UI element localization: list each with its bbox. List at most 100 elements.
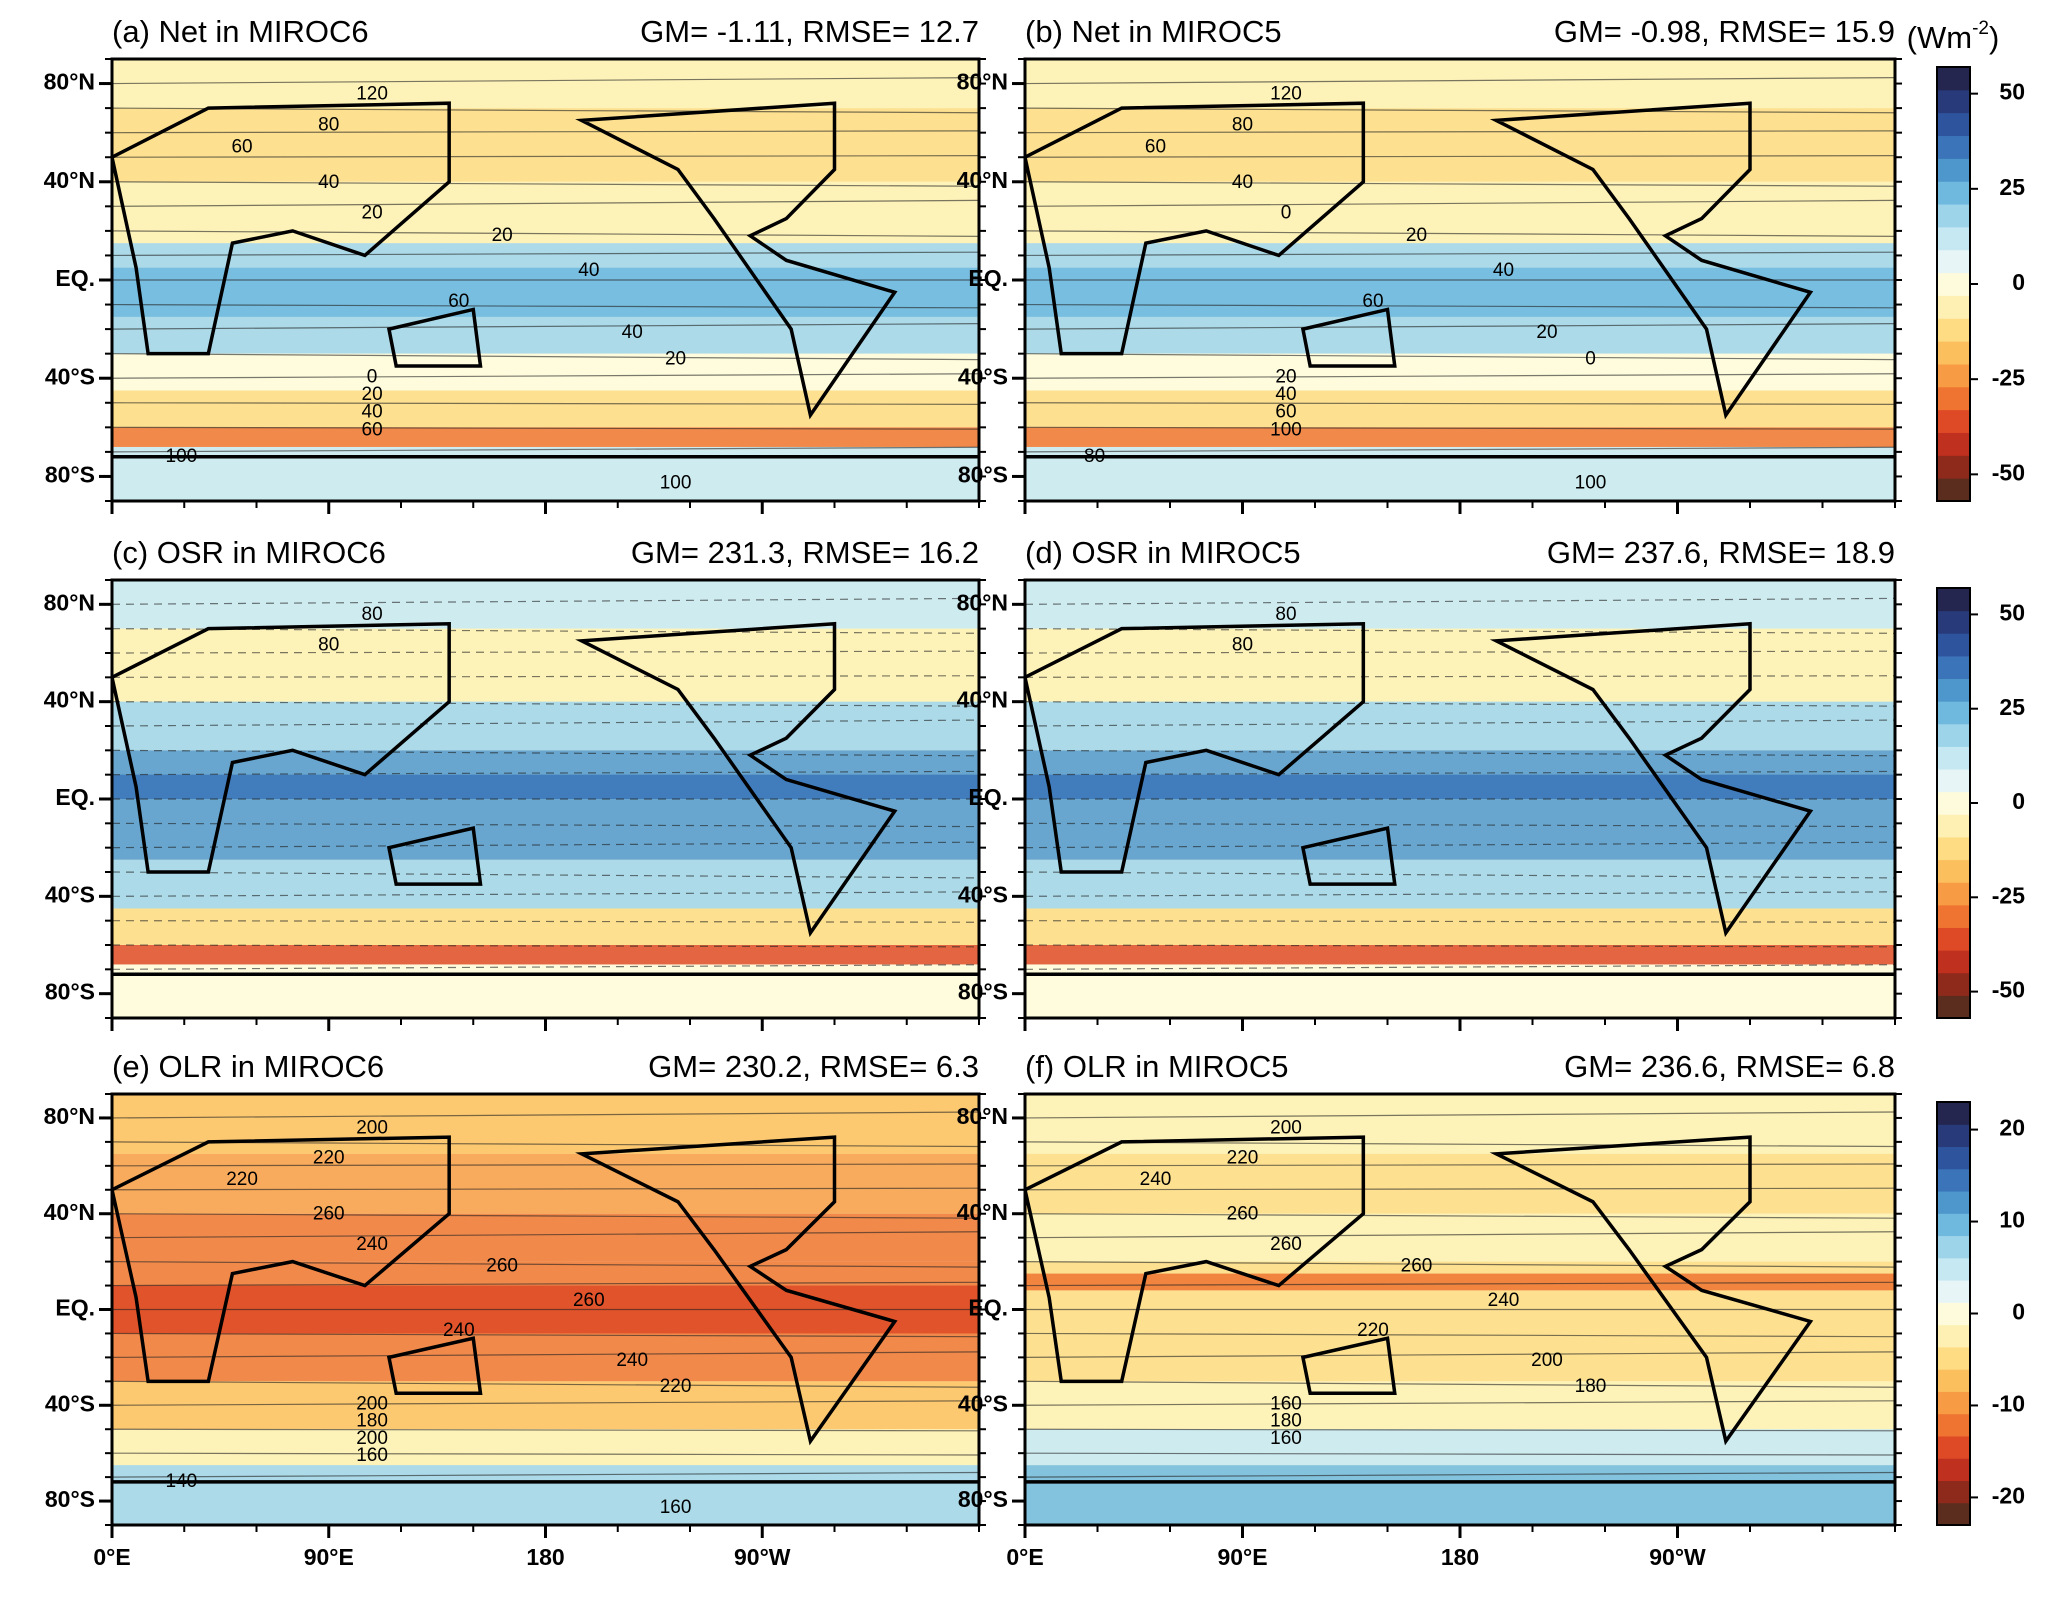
contour — [112, 1428, 979, 1432]
contour — [1025, 1213, 1895, 1219]
lon-tick-label: 180 — [1441, 1544, 1479, 1570]
lat-tick-label: EQ. — [968, 784, 1008, 810]
colorbar-swatch — [1937, 791, 1970, 815]
contour-label: 40 — [1275, 384, 1296, 405]
map-shade — [1025, 1465, 1895, 1525]
contour-label: 260 — [573, 1290, 605, 1311]
contour — [112, 181, 979, 187]
contour — [1025, 964, 1895, 970]
colorbar-swatch — [1937, 386, 1970, 411]
contour — [1025, 1111, 1895, 1119]
contour — [1025, 1332, 1895, 1338]
lat-tick-label: EQ. — [55, 1295, 95, 1321]
contour — [112, 353, 979, 361]
contour-label: 160 — [1270, 1428, 1302, 1449]
contour-label: 160 — [356, 1445, 388, 1466]
lat-tick-label: 80°N — [957, 1103, 1008, 1129]
lat-tick-label: 40°S — [45, 1390, 95, 1416]
colorbar-tick-label: 0 — [2012, 788, 2025, 814]
contour — [1025, 353, 1895, 361]
lat-tick-label: 80°S — [958, 1486, 1008, 1512]
contour-label: 200 — [1270, 1117, 1302, 1138]
contour-label: 80 — [318, 114, 339, 135]
contour-label: 200 — [356, 1428, 388, 1449]
contour-label: 260 — [1227, 1204, 1259, 1225]
contour-label: 200 — [1531, 1350, 1563, 1371]
contour-label: 160 — [660, 1497, 692, 1518]
contour-label: 240 — [443, 1320, 475, 1341]
colorbar-swatch — [1937, 769, 1970, 793]
contour-label: 160 — [1270, 1393, 1302, 1414]
lat-tick-label: 80°S — [45, 462, 95, 488]
contour-label: 0 — [367, 366, 378, 387]
contour-label: 20 — [1536, 322, 1557, 343]
contour-label: 20 — [665, 349, 686, 370]
contour — [1025, 650, 1895, 654]
panel-stats: GM= -0.98, RMSE= 15.9 — [1554, 14, 1895, 49]
colorbar-swatch — [1937, 89, 1970, 114]
map-shade — [112, 353, 979, 391]
contour — [1025, 1351, 1895, 1358]
lat-tick-label: 80°N — [957, 589, 1008, 615]
contour — [1025, 871, 1895, 879]
lat-tick-label: 40°S — [45, 881, 95, 907]
colorbar-swatch — [1937, 1168, 1970, 1192]
contour-label: 200 — [356, 1393, 388, 1414]
map-shade — [1025, 1429, 1895, 1466]
colorbar-swatch — [1937, 1191, 1970, 1214]
contour-label: 180 — [1575, 1376, 1607, 1397]
map-panel: 80 80 (d) OSR in MIROC5 GM= 237.6, RMSE= 18… — [957, 535, 1902, 1031]
contour-label: 40 — [362, 402, 383, 423]
map-shade — [1025, 59, 1895, 109]
contour — [112, 373, 979, 379]
contour — [112, 1213, 979, 1219]
lon-tick-label: 90°E — [304, 1544, 354, 1570]
map-panel: 200220240260260260240220200180160180160(… — [957, 1049, 1902, 1570]
contour-label: 140 — [166, 1471, 198, 1492]
map-panel: 80 80 (c) OSR in MIROC6 GM= 231.3, RMSE= 16… — [44, 535, 986, 1031]
colorbar-swatch — [1937, 610, 1970, 634]
map-shade — [112, 908, 979, 945]
colorbar-tick-label: 20 — [1999, 1115, 2025, 1141]
contour-label: 60 — [1275, 402, 1296, 423]
map-shade — [112, 580, 979, 629]
contour-label: 240 — [356, 1234, 388, 1255]
colorbar-swatch — [1937, 226, 1970, 251]
colorbar-swatch — [1937, 455, 1970, 479]
colorbar-swatch — [1937, 972, 1970, 996]
lon-tick-label: 0°E — [1006, 1544, 1043, 1570]
map-shade — [1025, 427, 1895, 447]
contour — [112, 230, 979, 237]
colorbar-swatch — [1937, 655, 1970, 680]
colorbar-swatch — [1937, 882, 1970, 906]
map-shade — [1025, 750, 1895, 860]
map-shade — [1025, 1273, 1895, 1291]
lat-tick-label: 40°N — [957, 167, 1008, 193]
map-shade — [112, 181, 979, 244]
map-field: 80 80 — [112, 580, 979, 1018]
lat-tick-label: 40°N — [44, 687, 95, 713]
contour — [112, 891, 979, 897]
colorbar-swatch — [1937, 318, 1970, 342]
colorbar-swatch — [1937, 995, 1970, 1019]
contour-label: 60 — [231, 136, 252, 157]
contour-label: 240 — [616, 1350, 648, 1371]
map-shade — [112, 1465, 979, 1525]
colorbar-tick-label: 50 — [1999, 599, 2025, 625]
contour — [1025, 303, 1895, 309]
contour-label: 220 — [1227, 1148, 1259, 1169]
unit-close: ) — [1989, 20, 1999, 55]
map-shade — [1025, 859, 1895, 909]
lon-tick-label: 0°E — [93, 1544, 130, 1570]
map-shade — [1025, 774, 1895, 799]
colorbar-swatch — [1937, 836, 1970, 861]
contour-label: 80 — [362, 604, 383, 625]
colorbar-swatch — [1937, 112, 1970, 137]
contour — [112, 76, 979, 85]
colorbar-swatch — [1937, 1413, 1970, 1437]
map-shade — [1025, 390, 1895, 428]
colorbar-swatch — [1937, 1280, 1970, 1303]
map-shade — [112, 59, 979, 109]
contour-label: 80 — [1232, 635, 1253, 656]
